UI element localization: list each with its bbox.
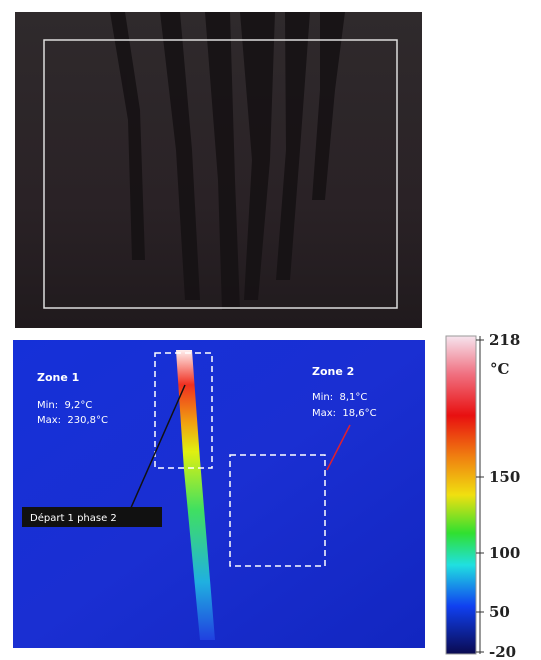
thermal-image: Départ 1 phase 2 Zone 1 Min: 9,2°C Max: … xyxy=(13,340,425,648)
color-scale: 218 °C 150 100 50 -20 xyxy=(446,331,520,660)
annotation: Départ 1 phase 2 xyxy=(30,512,117,524)
scale-min: -20 xyxy=(489,643,516,660)
zone-max: Max: 230,8°C xyxy=(37,415,108,426)
scale-tick-label: 100 xyxy=(489,544,520,562)
zone-min: Min: 9,2°C xyxy=(37,400,92,411)
color-bar xyxy=(446,336,476,654)
zone-min: Min: 8,1°C xyxy=(312,392,367,403)
screenshot: Départ 1 phase 2 Zone 1 Min: 9,2°C Max: … xyxy=(0,0,541,660)
scale-max: 218 xyxy=(489,331,520,349)
scale-tick-label: 150 xyxy=(489,468,520,486)
thermal-background xyxy=(13,340,425,648)
scale-unit: °C xyxy=(490,360,510,378)
zone-title: Zone 2 xyxy=(312,365,354,378)
zone-max: Max: 18,6°C xyxy=(312,408,377,419)
zone-title: Zone 1 xyxy=(37,371,79,384)
visible-photo xyxy=(15,12,422,328)
scale-tick-label: 50 xyxy=(489,603,510,621)
